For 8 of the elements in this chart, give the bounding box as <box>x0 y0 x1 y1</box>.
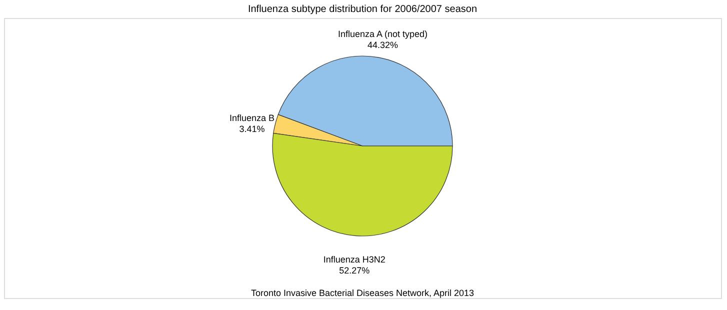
slice-label: Influenza H3N2 <box>323 254 386 265</box>
data-label: 3.41% <box>239 124 265 134</box>
slice-label: Influenza B <box>230 112 275 123</box>
data-label: 52.27% <box>339 266 370 276</box>
data-label: 44.32% <box>367 40 398 50</box>
text: Toronto Invasive Bacterial Diseases Network, April 2013 <box>250 288 474 298</box>
slice-label: Influenza A (not typed) <box>338 28 428 39</box>
chart-title: Influenza subtype distribution for 2006/2007 season <box>248 4 478 15</box>
